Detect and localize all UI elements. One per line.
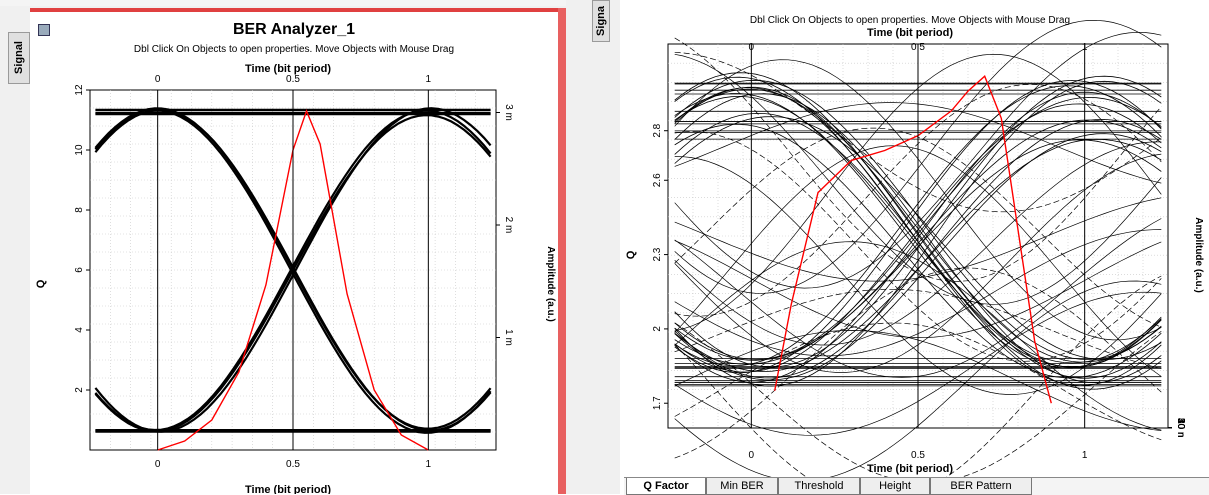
y-tick-label: 10 [74,144,85,156]
y-axis-label: Q [35,279,47,288]
tab-height[interactable]: Height [860,478,930,495]
x-tick-label-top: 0 [749,42,755,53]
y-tick-label: 12 [74,84,85,96]
y2-tick-label: 20 n [1175,418,1186,437]
y2-tick-label: 30 n [1175,418,1186,437]
x-tick-label-bottom: 0 [155,459,161,470]
y2-tick-label: 40 n [1175,418,1186,437]
y2-tick-label: 50 n [1175,418,1186,437]
x-tick-label-bottom: 1 [426,459,432,470]
window-gap [566,0,620,494]
y2-tick-label: 1 m [503,329,514,346]
active-window-border [30,8,560,12]
window-icon [38,24,50,36]
y-axis-label-right: Q [625,250,637,259]
x-tick-label-bottom: 0 [749,450,755,461]
y-tick-label: 8 [74,207,85,213]
y-tick-label: 2 [74,387,85,393]
y2-axis-label-right: Amplitude (a.u.) [1193,217,1204,293]
top-x-axis-label-right: Time (bit period) [867,27,953,39]
q-factor-curve [157,109,429,451]
x-tick-label-bottom: 0.5 [911,450,925,461]
y-tick-label: 2 [652,326,663,332]
x-tick-label-top: 1 [1082,42,1088,53]
top-x-axis-label: Time (bit period) [245,63,331,75]
y2-tick-label: 3 m [503,104,514,121]
y-tick-label: 4 [74,327,85,333]
y-tick-label: 2.6 [652,173,663,187]
x-tick-label-top: 1 [426,74,432,85]
noise-trace [674,267,1162,459]
chart-hint-right: Dbl Click On Objects to open properties.… [750,15,1070,26]
noise-trace [674,37,1162,282]
x-tick-label-top: 0.5 [286,74,300,85]
chart-title: BER Analyzer_1 [233,21,355,38]
tab-signal-right-label: Signa [595,6,607,36]
tab-signal[interactable]: Signal [8,32,30,84]
tab-signal-label: Signal [13,41,25,75]
y-tick-label: 1.7 [652,396,663,410]
tab-ber-pattern[interactable]: BER Pattern [930,478,1032,495]
bottom-x-axis-label-right: Time (bit period) [867,463,953,475]
noise-trace [674,275,1162,477]
x-tick-label-top: 0 [155,74,161,85]
tab-min-ber[interactable]: Min BER [706,478,778,495]
y-tick-label: 2.8 [652,123,663,137]
bottom-x-axis-label: Time (bit period) [245,484,331,494]
tab-signal-right[interactable]: Signa [592,0,610,42]
eye-diagram-chart-left[interactable]: BER Analyzer_1 Dbl Click On Objects to o… [30,12,558,494]
tab-threshold[interactable]: Threshold [778,478,860,495]
y-tick-label: 2.3 [652,247,663,261]
x-tick-label-bottom: 0.5 [286,459,300,470]
y2-tick-label: 2 m [503,217,514,234]
tab-q-factor[interactable]: Q Factor [626,478,706,495]
chart-hint: Dbl Click On Objects to open properties.… [134,44,454,55]
q-factor-curve [774,75,1052,404]
x-tick-label-top: 0.5 [911,42,925,53]
top-strip [0,0,566,6]
y2-axis-label: Amplitude (a.u.) [545,246,556,322]
y-tick-label: 6 [74,267,85,273]
noise-trace [674,322,1162,477]
active-window-border-right [558,8,566,494]
x-tick-label-bottom: 1 [1082,450,1088,461]
y2-tick-label: 10 n [1175,418,1186,437]
eye-diagram-chart-right[interactable]: Dbl Click On Objects to open properties.… [620,0,1209,477]
bottom-tab-bar: Q Factor Min BER Threshold Height BER Patter… [624,477,1209,495]
